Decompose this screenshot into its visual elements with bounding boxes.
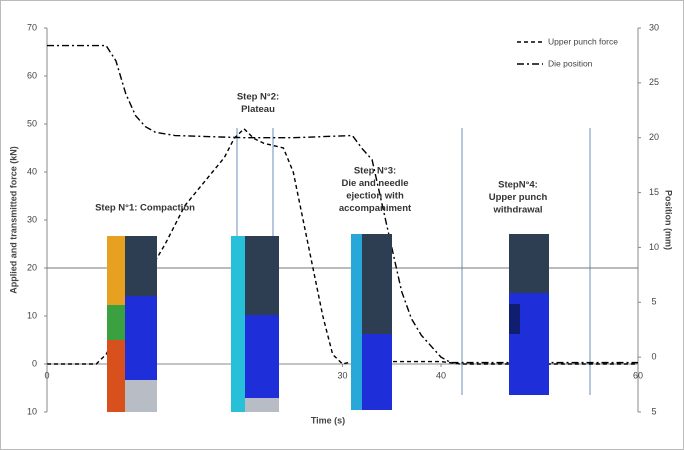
step-label: Step N°3: xyxy=(354,166,396,177)
y2-tick-label: 30 xyxy=(649,22,659,32)
y2-tick-label: 5 xyxy=(651,297,656,307)
mesh xyxy=(245,398,279,412)
mesh xyxy=(509,234,549,293)
mesh-images xyxy=(107,234,549,412)
x-axis-label: Time (s) xyxy=(311,415,345,425)
y-tick-label: 0 xyxy=(32,358,37,368)
mesh xyxy=(107,340,125,412)
y-tick-label: 60 xyxy=(27,70,37,80)
series-line xyxy=(47,44,638,364)
step-label: Die and needle xyxy=(341,178,408,189)
step-label: Upper punch xyxy=(489,192,548,203)
step-label: StepN°4: xyxy=(498,180,538,191)
step-label: withdrawal xyxy=(492,205,542,216)
mesh xyxy=(245,236,279,315)
y-tick-label: 20 xyxy=(27,262,37,272)
step-label: Plateau xyxy=(241,104,275,115)
step-label: Step N°2: xyxy=(237,92,279,103)
y2-tick-label: 5 xyxy=(651,406,656,416)
step-label: ejection with xyxy=(346,191,404,202)
y2-tick-label: 0 xyxy=(651,352,656,362)
legend-label: Upper punch force xyxy=(548,36,618,46)
mesh xyxy=(231,236,245,412)
mesh xyxy=(362,334,392,410)
y-tick-label: 40 xyxy=(27,166,37,176)
y2-tick-label: 20 xyxy=(649,132,659,142)
mesh xyxy=(362,234,392,334)
x-tick-label: 40 xyxy=(436,370,446,380)
y2-axis-label: Position (mm) xyxy=(664,190,674,250)
step-label: Step N°1: Compaction xyxy=(95,203,195,214)
mesh xyxy=(351,234,362,410)
mesh xyxy=(245,315,279,398)
y-tick-label: 50 xyxy=(27,118,37,128)
y-tick-label: 30 xyxy=(27,214,37,224)
mesh xyxy=(125,296,157,380)
y2-tick-label: 15 xyxy=(649,187,659,197)
y-tick-label: 70 xyxy=(27,22,37,32)
x-tick-label: 60 xyxy=(633,370,643,380)
step-label: accompaniment xyxy=(339,203,412,214)
mesh xyxy=(125,236,157,296)
y-axis-label: Applied and transmitted force (kN) xyxy=(8,146,18,294)
mesh xyxy=(125,380,157,412)
legend-label: Die position xyxy=(548,58,593,68)
y2-tick-label: 25 xyxy=(649,77,659,87)
y-tick-label: 10 xyxy=(27,310,37,320)
x-tick-label: 0 xyxy=(44,370,49,380)
x-tick-label: 30 xyxy=(337,370,347,380)
y2-tick-label: 10 xyxy=(649,242,659,252)
mesh xyxy=(107,305,125,340)
y-tick-label: 10 xyxy=(27,406,37,416)
mesh xyxy=(509,304,520,334)
